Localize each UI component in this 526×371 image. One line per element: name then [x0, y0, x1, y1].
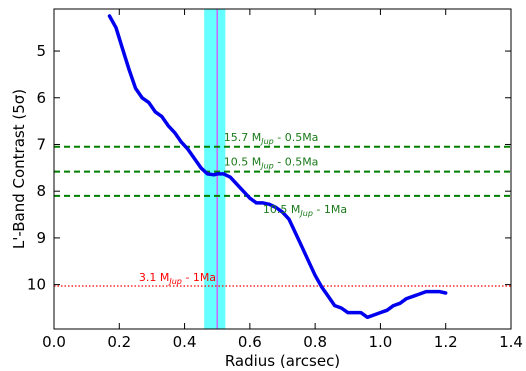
y-tick-label-4: 9	[36, 229, 46, 247]
threshold-label-3: 3.1 MJup - 1Ma	[139, 271, 216, 286]
x-tick-label-0: 0.0	[42, 333, 66, 351]
highlight-band	[204, 9, 226, 329]
series-layer	[107, 14, 448, 320]
y-tick-label-0: 5	[36, 42, 46, 60]
x-tick-label-2: 0.4	[173, 333, 197, 351]
x-tick-label-1: 0.2	[107, 333, 131, 351]
threshold-label-0: 15.7 MJup - 0.5Ma	[224, 131, 319, 146]
threshold-lines-layer	[54, 145, 511, 287]
threshold-label-2: 10.5 MJup - 1Ma	[263, 203, 347, 218]
x-tick-label-3: 0.6	[238, 333, 262, 351]
threshold-label-1: 10.5 MJup - 0.5Ma	[224, 155, 319, 170]
x-tick-label-7: 1.4	[499, 333, 523, 351]
y-tick-label-1: 6	[36, 89, 46, 107]
x-tick-label-5: 1.0	[368, 333, 392, 351]
plot-frame	[53, 8, 512, 330]
y-axis-label: L'-Band Contrast (5σ)	[10, 89, 28, 249]
annotation-layer: 15.7 MJup - 0.5Ma 10.5 MJup - 0.5Ma 10.5 M…	[139, 131, 347, 286]
x-axis-label: Radius (arcsec)	[225, 352, 340, 370]
y-tick-label-2: 7	[36, 135, 46, 153]
highlight-band-layer	[204, 9, 226, 329]
tick-layer: 0.0 0.2 0.4 0.6 0.8 1.0 1.2 1.4 5 6 7 8 9 10	[27, 9, 523, 351]
x-tick-label-4: 0.8	[303, 333, 327, 351]
series-line-0	[107, 14, 448, 320]
x-tick-label-6: 1.2	[434, 333, 458, 351]
y-tick-label-3: 8	[36, 182, 46, 200]
y-tick-label-5: 10	[27, 276, 46, 294]
